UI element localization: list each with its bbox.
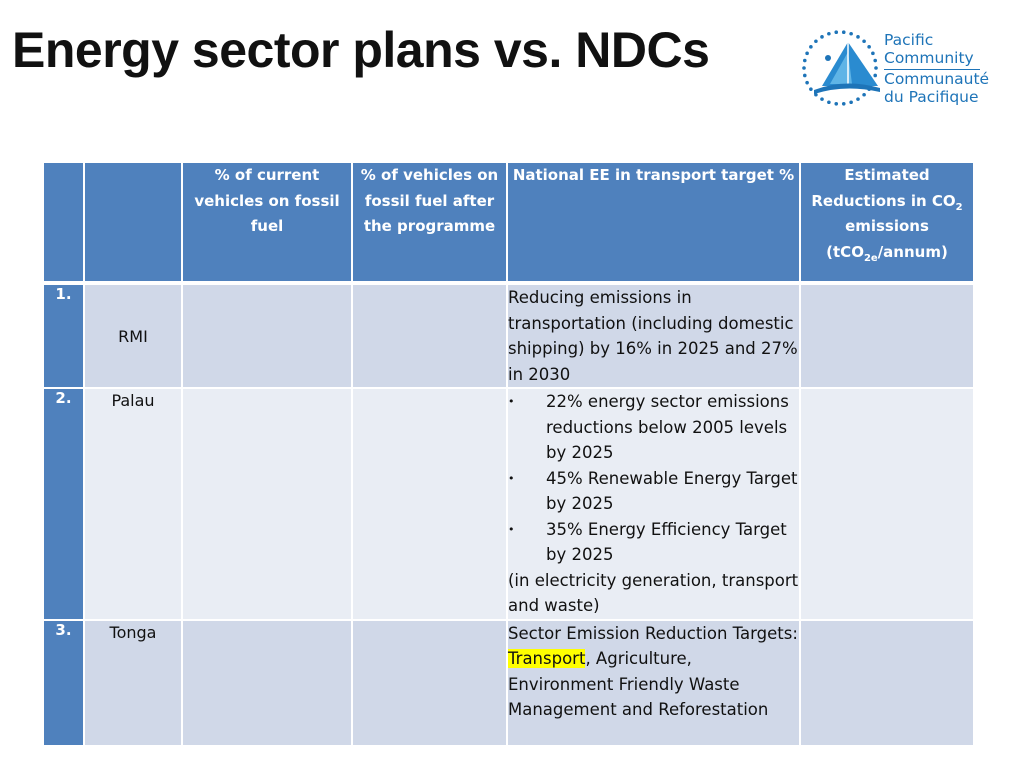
row-current-vehicles <box>181 282 353 389</box>
logo-text-fr-1: Communauté <box>884 70 990 88</box>
row-ee-target: Sector Emission Reduction Targets: Trans… <box>506 618 801 747</box>
logo-dot <box>809 87 813 91</box>
row-vehicles-after <box>351 618 508 747</box>
logo-dot <box>873 58 878 63</box>
ndc-comparison-table: % of current vehicles on fossil fuel % o… <box>42 161 975 747</box>
row-co2-reductions <box>799 387 975 621</box>
header-ee-target: National EE in transport target % <box>506 161 801 284</box>
list-item: 45% Renewable Energy Target by 2025 <box>508 466 799 517</box>
row-current-vehicles <box>181 387 353 621</box>
logo-dot <box>867 45 871 49</box>
pacific-community-logo-icon <box>802 30 880 106</box>
header-co2-sub-1: 2 <box>955 201 963 213</box>
logo-dot <box>874 66 878 70</box>
header-co2-reductions: Estimated Reductions in CO2 emissions (t… <box>799 161 975 284</box>
row-co2-reductions <box>799 282 975 389</box>
header-country <box>83 161 183 284</box>
header-num <box>42 161 85 284</box>
page-title: Energy sector plans vs. NDCs <box>12 22 710 78</box>
table-row: 1. RMI Reducing emissions in transportat… <box>42 282 975 389</box>
row-vehicles-after <box>351 282 508 389</box>
row-co2-reductions <box>799 618 975 747</box>
logo-text-en-2: Community <box>884 48 974 67</box>
target-highlight: Transport <box>508 649 586 668</box>
row-country: Tonga <box>83 618 183 747</box>
logo-dot <box>827 100 831 105</box>
target-note: (in electricity generation, transport an… <box>508 570 799 616</box>
logo-dot <box>849 31 853 36</box>
logo-dot <box>841 102 846 106</box>
logo-dot <box>802 58 807 63</box>
row-vehicles-after <box>351 387 508 621</box>
list-item: 22% energy sector emissions reductions b… <box>508 389 799 466</box>
logo-dot <box>814 39 818 44</box>
header-co2-text-c: /annum) <box>877 242 948 261</box>
logo-dot <box>827 31 831 36</box>
logo-dot <box>849 100 853 105</box>
row-number: 2. <box>42 387 85 621</box>
table-row: 2. Palau 22% energy sector emissions red… <box>42 387 975 621</box>
logo-dot <box>805 80 809 85</box>
logo-dot <box>871 51 875 56</box>
row-ee-target: Reducing emissions in transportation (in… <box>506 282 801 389</box>
header-co2-text-b: emissions (tCO <box>826 217 929 261</box>
target-bullet-list: 22% energy sector emissions reductions b… <box>508 389 799 568</box>
header-co2-sub-2: 2e <box>863 252 878 264</box>
target-suffix: , Agriculture, Environment Friendly Wast… <box>508 649 769 719</box>
logo-dot <box>856 35 860 39</box>
logo-dot <box>834 30 839 34</box>
logo-dot <box>814 92 818 97</box>
logo-dot <box>802 73 807 78</box>
logo-dot <box>841 30 846 34</box>
logo-dot <box>873 73 878 78</box>
row-current-vehicles <box>181 618 353 747</box>
logo-text-en-1: Pacific <box>884 31 934 49</box>
header-vehicles-after: % of vehicles on fossil fuel after the p… <box>351 161 508 284</box>
logo-dot <box>802 66 806 70</box>
logo-wordmark: Pacific Community Communauté du Pacifiqu… <box>884 31 990 106</box>
target-prefix: Sector Emission Reduction Targets: <box>508 623 798 643</box>
table-row: 3. Tonga Sector Emission Reduction Targe… <box>42 618 975 747</box>
row-country: Palau <box>83 387 183 621</box>
row-ee-target: 22% energy sector emissions reductions b… <box>506 387 801 621</box>
list-item: 35% Energy Efficiency Target by 2025 <box>508 517 799 568</box>
logo-dot <box>834 102 839 106</box>
row-number: 1. <box>42 282 85 389</box>
logo-dot <box>856 97 860 101</box>
table-header-row: % of current vehicles on fossil fuel % o… <box>42 161 975 284</box>
header-co2-text-a: Estimated Reductions in CO <box>811 166 956 210</box>
logo-dot <box>820 97 824 101</box>
logo-dot <box>862 39 866 44</box>
logo-divider <box>884 69 980 70</box>
header-current-vehicles: % of current vehicles on fossil fuel <box>181 161 353 284</box>
row-number: 3. <box>42 618 85 747</box>
logo-dot <box>862 92 866 97</box>
logo-text-fr-2: du Pacifique <box>884 87 979 106</box>
logo-dot <box>809 45 813 49</box>
row-country: RMI <box>83 282 183 389</box>
logo-dot <box>805 51 809 56</box>
logo-dot <box>820 35 824 39</box>
